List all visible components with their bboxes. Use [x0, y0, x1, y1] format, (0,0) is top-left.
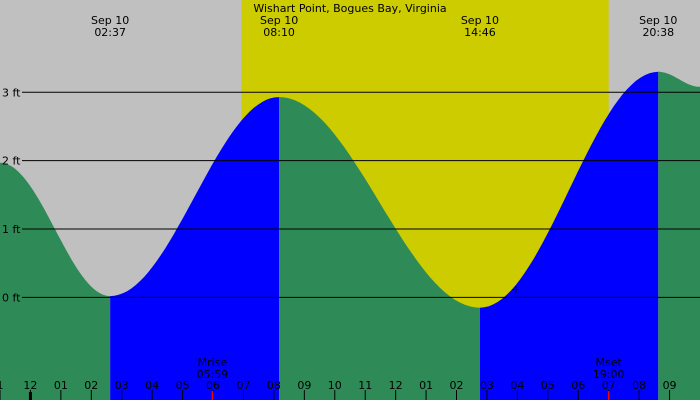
falling-tide-segment: [658, 71, 700, 400]
x-tick-label: 03: [115, 379, 129, 392]
x-tick-label: 01: [419, 379, 433, 392]
tide-extreme-time: 02:37: [94, 26, 126, 39]
x-axis-ticks: 1 12 01 02 03 04 05 06 07 08 09 10 11 12 01 02 03 04 05 06 0…: [0, 379, 677, 400]
y-tick-label: 0 ft: [2, 291, 21, 304]
x-tick-label: 04: [145, 379, 159, 392]
tide-extreme-time: 20:38: [642, 26, 674, 39]
tide-area: [0, 71, 700, 400]
now-tick: [28, 392, 32, 400]
x-tick-label: 03: [480, 379, 494, 392]
x-tick-label: 1: [0, 379, 4, 392]
moon-event-time: 05:59: [197, 368, 229, 381]
x-tick-label: 08: [267, 379, 281, 392]
y-tick-label: 3 ft: [2, 86, 21, 99]
tide-extreme-time: 08:10: [263, 26, 295, 39]
x-tick-label: 01: [54, 379, 68, 392]
rising-tide-segment: [110, 97, 280, 400]
tide-extreme-date: Sep 10: [260, 14, 298, 27]
x-tick-label: 10: [328, 379, 342, 392]
x-tick-label: 09: [297, 379, 311, 392]
x-tick-label: 08: [632, 379, 646, 392]
current-height-marker: +: [511, 283, 520, 296]
x-tick-label: 04: [510, 379, 524, 392]
x-tick-label: 07: [602, 379, 616, 392]
x-tick-label: 05: [176, 379, 190, 392]
y-axis-labels: 0 ft 1 ft 2 ft 3 ft: [2, 86, 21, 304]
tide-extreme-date: Sep 10: [639, 14, 677, 27]
x-tick-label: 02: [84, 379, 98, 392]
falling-tide-segment: [0, 162, 111, 400]
falling-tide-segment: [279, 97, 480, 400]
tide-extreme-time: 14:46: [464, 26, 496, 39]
x-tick-label: 06: [206, 379, 220, 392]
x-tick-label: 02: [450, 379, 464, 392]
chart-title: Wishart Point, Bogues Bay, Virginia: [253, 2, 446, 15]
tide-extreme-date: Sep 10: [91, 14, 129, 27]
moon-event-time: 19:00: [593, 368, 625, 381]
x-tick-label: 09: [663, 379, 677, 392]
tide-extreme-date: Sep 10: [461, 14, 499, 27]
x-tick-label: 12: [389, 379, 403, 392]
x-tick-label: 06: [571, 379, 585, 392]
x-tick-label: 05: [541, 379, 555, 392]
height-gridlines: [22, 91, 700, 298]
current-marker: +: [511, 283, 520, 296]
moon-event-label: Mset: [596, 356, 623, 369]
rising-tide-segment: [480, 71, 659, 400]
moon-event-label: Mrise: [198, 356, 228, 369]
y-tick-label: 2 ft: [2, 155, 21, 168]
x-tick-label: 11: [358, 379, 372, 392]
y-tick-label: 1 ft: [2, 223, 21, 236]
x-tick-label: 07: [236, 379, 250, 392]
x-tick-label: 12: [23, 379, 37, 392]
